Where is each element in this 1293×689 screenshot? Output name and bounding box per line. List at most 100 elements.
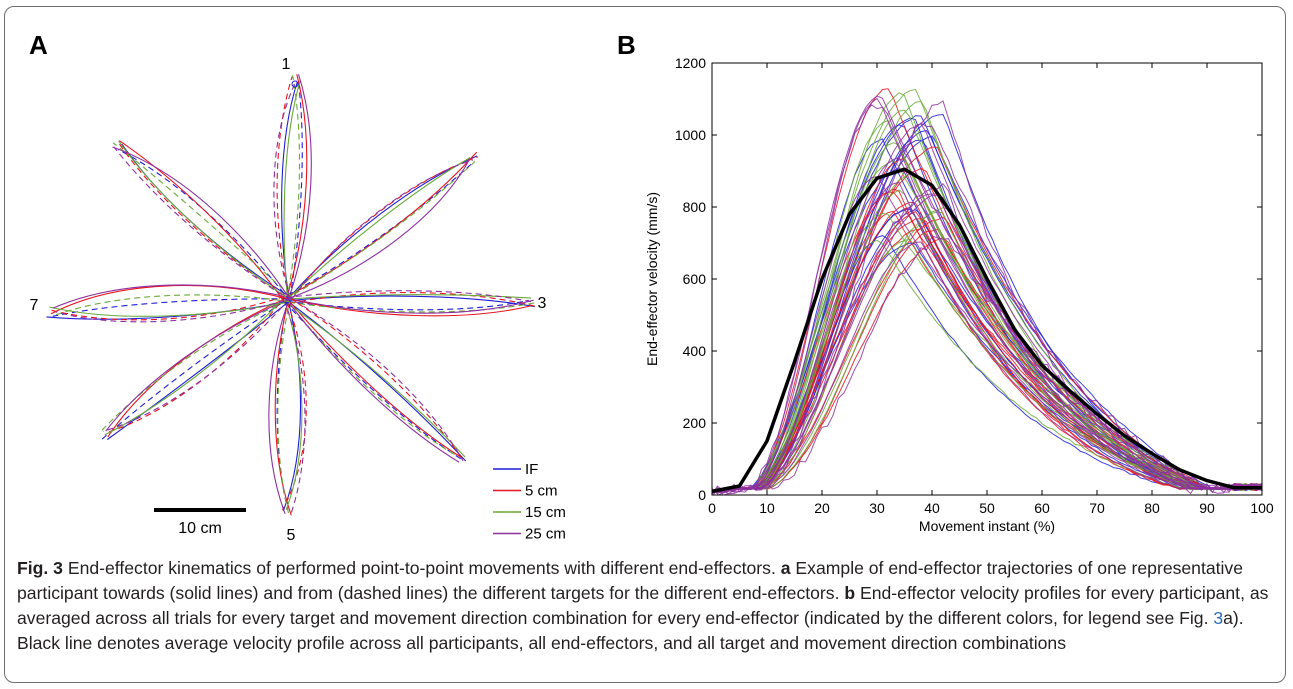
target-label-3: 3 — [538, 295, 547, 312]
legend-label-IF: IF — [525, 461, 538, 478]
target-marker-1 — [291, 80, 299, 88]
trajectory-t2-25cm-from — [291, 159, 473, 300]
trajectory-t7-15cm-from — [55, 294, 290, 316]
trajectory-t8-5cm-from — [118, 142, 286, 297]
y-tick-label-800: 800 — [683, 199, 707, 215]
trajectory-t5-15cm-from — [277, 298, 291, 517]
velocity-profile-25cm-14 — [712, 156, 1262, 494]
trajectory-t3-5cm-from — [290, 292, 536, 307]
trajectory-t2-5cm-to — [286, 151, 478, 298]
trajectory-t6-15cm-from — [101, 300, 287, 431]
velocity-profile-15cm-9 — [712, 88, 1262, 494]
trajectory-t7-5cm-from — [48, 295, 285, 321]
y-tick-label-200: 200 — [683, 415, 707, 431]
caption-part-b-text-1: End-effector velocity profiles for every… — [17, 583, 1269, 628]
legend-label-25-cm: 25 cm — [525, 526, 566, 543]
velocity-profile-5cm-14 — [712, 210, 1262, 493]
trajectory-t4-IF-from — [284, 301, 462, 460]
x-tick-label-100: 100 — [1250, 500, 1274, 516]
velocity-profile-25cm-8 — [712, 123, 1262, 494]
caption-part-b-text-2: a). Black line denotes average velocity … — [17, 608, 1244, 653]
trajectory-t2-25cm-to — [289, 158, 471, 299]
trajectory-t5-IF-from — [276, 298, 289, 510]
trajectory-t2-IF-from — [287, 160, 475, 296]
trajectory-t8-5cm-to — [118, 140, 285, 303]
trajectory-t8-25cm-from — [113, 146, 291, 301]
caption-part-a-label: a — [780, 558, 791, 578]
target-labels: 1 3 5 7 — [30, 56, 547, 544]
trajectory-t1-25cm-to — [286, 74, 312, 303]
figure-graphic: A 1 3 5 7 10 cm IF 5 cm 15 cm 25 cm B 0 10 20… — [29, 30, 1274, 544]
panel-a: A 1 3 5 7 10 cm IF 5 cm 15 cm 25 cm — [29, 30, 566, 544]
trajectory-t3-IF-to — [288, 295, 535, 308]
figure-panel: A 1 3 5 7 10 cm IF 5 cm 15 cm 25 cm B 0 10 20… — [4, 6, 1286, 683]
velocity-chart: 0 10 20 30 40 50 60 70 80 90 100020040060080010001… — [644, 55, 1274, 534]
x-tick-label-60: 60 — [1034, 500, 1050, 516]
x-tick-label-20: 20 — [814, 500, 830, 516]
velocity-profile-15cm-8 — [712, 160, 1262, 493]
trajectory-t8-15cm-from — [112, 142, 292, 297]
velocity-profile-25cm-9 — [712, 194, 1262, 494]
trajectory-t8-25cm-to — [112, 146, 290, 299]
target-label-5: 5 — [287, 527, 296, 544]
velocity-profile-25cm-3 — [712, 241, 1262, 493]
x-tick-label-10: 10 — [759, 500, 775, 516]
trajectory-t4-15cm-from — [288, 302, 459, 457]
trajectory-t4-25cm-to — [285, 298, 460, 463]
panel-b: B 0 10 20 30 40 50 60 70 80 90 1000200400600800100… — [617, 30, 1274, 534]
trajectory-t4-IF-to — [287, 301, 467, 462]
x-axis-label: Movement instant (%) — [919, 518, 1055, 534]
legend-label-5-cm: 5 cm — [525, 483, 558, 500]
trajectory-t3-25cm-from — [285, 290, 532, 303]
velocity-profile-25cm-5 — [712, 235, 1262, 495]
y-tick-label-1000: 1000 — [675, 127, 706, 143]
caption-intro: End-effector kinematics of performed poi… — [62, 558, 781, 578]
trajectory-t3-25cm-to — [289, 297, 534, 314]
trajectory-t6-25cm-to — [105, 297, 291, 432]
trajectory-t6-5cm-from — [107, 295, 286, 433]
trajectory-t5-25cm-to — [268, 299, 290, 514]
trajectory-t2-15cm-from — [285, 161, 476, 300]
target-label-7: 7 — [30, 297, 39, 314]
y-tick-label-400: 400 — [683, 343, 707, 359]
average-velocity-profile — [711, 167, 1262, 494]
legend: IF 5 cm 15 cm 25 cm — [493, 461, 566, 543]
y-tick-label-600: 600 — [683, 271, 707, 287]
individual-profiles — [712, 88, 1262, 495]
trajectory-t1-5cm-to — [285, 74, 308, 302]
trajectory-t3-15cm-to — [285, 294, 532, 300]
caption-figure-link[interactable]: 3 — [1213, 608, 1224, 628]
velocity-profile-25cm-10 — [712, 176, 1262, 492]
x-tick-label-80: 80 — [1144, 500, 1160, 516]
trajectory-t5-5cm-to — [274, 298, 292, 516]
trajectory-t6-IF-from — [101, 296, 291, 440]
y-tick-label-0: 0 — [698, 487, 706, 503]
y-tick-label-1200: 1200 — [675, 55, 706, 71]
x-tick-label-90: 90 — [1199, 500, 1215, 516]
trajectory-t2-15cm-to — [287, 157, 471, 300]
velocity-profile-15cm-14 — [712, 92, 1262, 494]
panel-a-label: A — [29, 30, 48, 60]
trajectory-t4-15cm-to — [284, 301, 466, 458]
scale-bar-label: 10 cm — [178, 520, 222, 537]
trajectory-t7-25cm-to — [52, 284, 291, 309]
figure-caption: Fig. 3 End-effector kinematics of perfor… — [17, 556, 1272, 656]
trajectory-t1-15cm-from — [286, 75, 301, 300]
trajectory-plot — [46, 74, 536, 517]
trajectory-t7-5cm-to — [50, 285, 289, 315]
trajectory-t3-15cm-from — [289, 301, 535, 313]
x-tick-label-30: 30 — [869, 500, 885, 516]
trajectory-t5-15cm-to — [284, 302, 303, 510]
x-tick-label-50: 50 — [979, 500, 995, 516]
caption-fig-label: Fig. 3 — [17, 558, 63, 578]
trajectory-t8-15cm-to — [118, 140, 287, 298]
trajectory-t6-5cm-to — [107, 296, 290, 438]
trajectory-t6-25cm-from — [103, 299, 290, 432]
trajectory-t7-25cm-from — [54, 299, 285, 323]
trajectory-t2-IF-to — [289, 155, 478, 298]
legend-label-15-cm: 15 cm — [525, 504, 566, 521]
panel-b-label: B — [617, 30, 636, 60]
trajectory-t3-5cm-to — [287, 297, 531, 317]
x-tick-label-40: 40 — [924, 500, 940, 516]
target-label-1: 1 — [282, 56, 291, 73]
